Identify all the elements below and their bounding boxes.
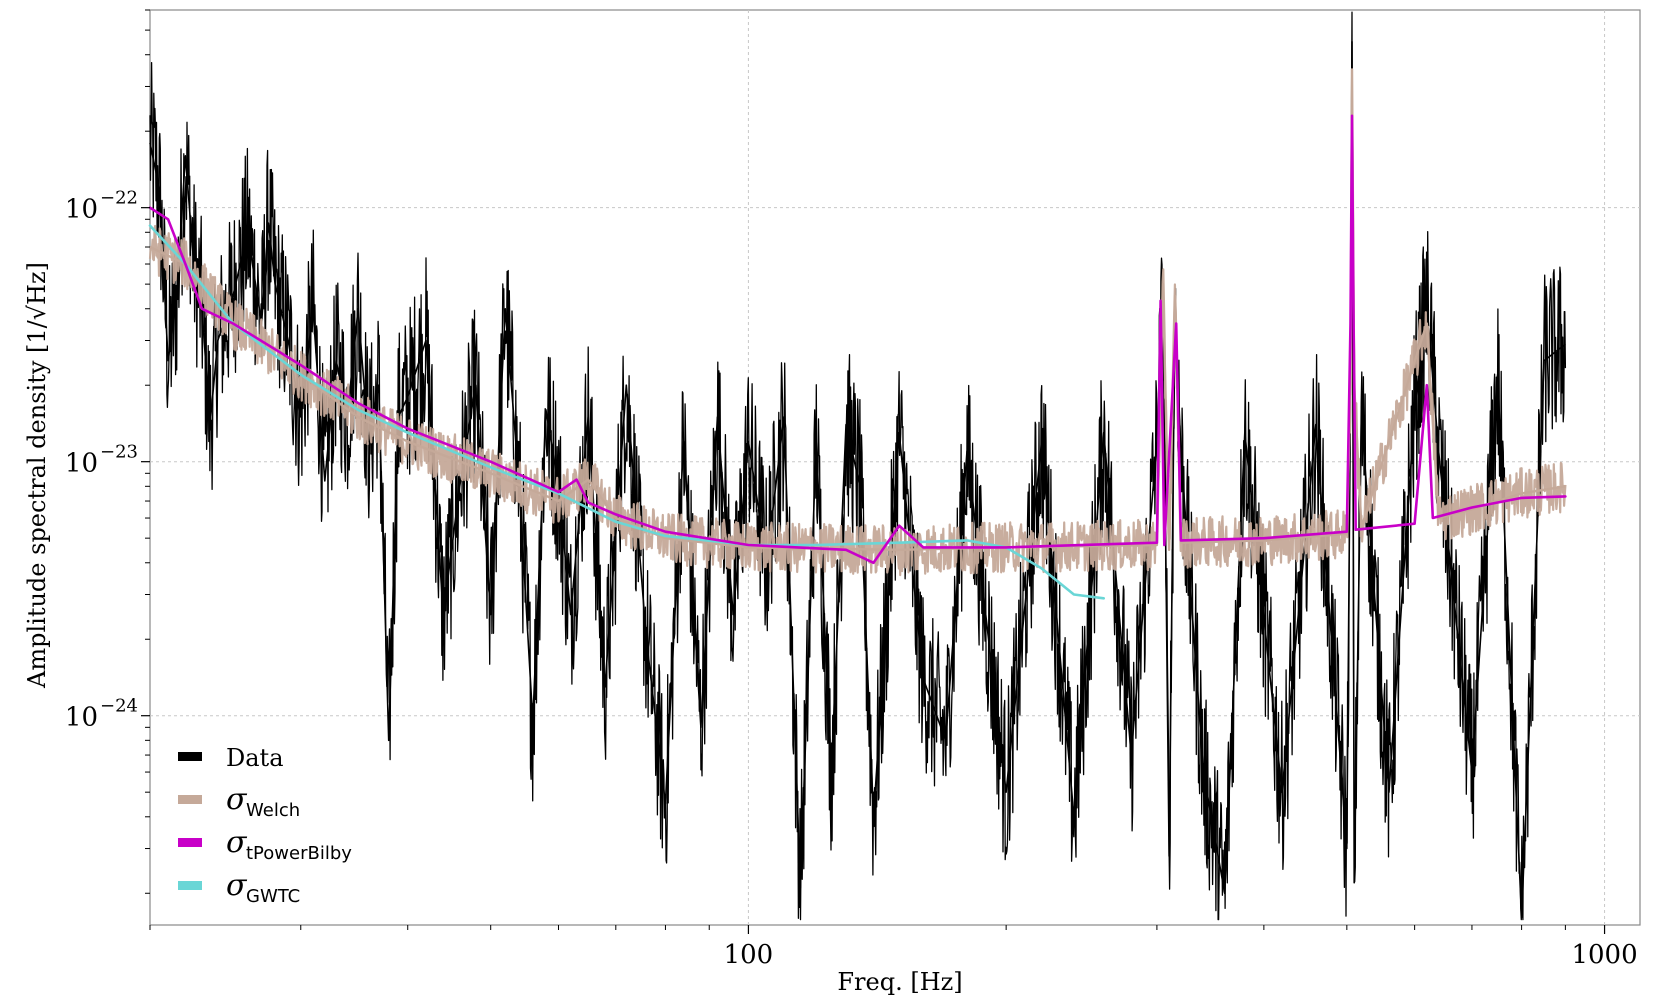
legend-subscript: GWTC — [246, 886, 300, 907]
y-tick-exponent: −23 — [100, 442, 138, 463]
legend-symbol: σ — [226, 825, 248, 860]
legend-entry-data: Data — [178, 744, 284, 772]
series-welch-line — [148, 116, 1567, 577]
legend-subscript: Welch — [246, 800, 300, 821]
legend-swatch — [178, 752, 202, 761]
legend-label: Data — [226, 744, 284, 772]
legend-entry-welch: σ Welch — [178, 782, 300, 821]
y-tick-exponent: −24 — [100, 696, 138, 717]
y-tick-label: 10 — [65, 703, 98, 733]
series-gwtc-line — [148, 224, 1105, 600]
series-tpowerbilby-line — [148, 114, 1567, 565]
legend-symbol: σ — [226, 868, 248, 903]
legend-swatch — [178, 881, 202, 890]
y-tick-label: 10 — [65, 195, 98, 225]
x-tick-label: 1000 — [1571, 940, 1637, 970]
legend-entry-tpowerbilby: σ tPowerBilby — [178, 825, 352, 864]
legend-entry-gwtc: σ GWTC — [178, 868, 300, 907]
legend-symbol: σ — [226, 782, 248, 817]
legend-swatch — [178, 795, 202, 804]
x-tick-label: 100 — [724, 940, 774, 970]
x-axis-label: Freq. [Hz] — [837, 968, 962, 996]
y-tick-exponent: −22 — [100, 188, 138, 209]
legend-swatch — [178, 838, 202, 847]
y-axis-label: Amplitude spectral density [1/√Hz] — [23, 262, 51, 689]
y-tick-label: 10 — [65, 449, 98, 479]
legend-subscript: tPowerBilby — [246, 843, 352, 864]
